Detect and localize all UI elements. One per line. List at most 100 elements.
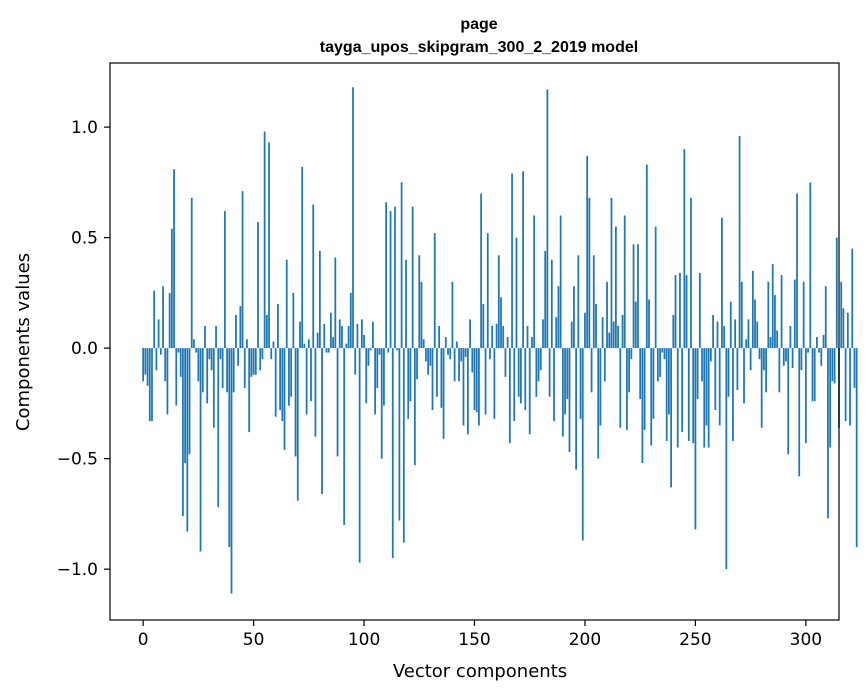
bar-98 bbox=[358, 348, 361, 563]
bar-305 bbox=[816, 337, 818, 349]
bar-1 bbox=[144, 348, 147, 375]
bar-23 bbox=[193, 339, 195, 349]
bar-6 bbox=[155, 348, 158, 371]
bar-240 bbox=[672, 314, 675, 349]
bar-258 bbox=[712, 314, 714, 349]
bar-15 bbox=[175, 348, 178, 406]
bar-316 bbox=[840, 281, 843, 349]
bar-17 bbox=[179, 348, 182, 377]
y-tick-label: 0.5 bbox=[71, 229, 98, 249]
bar-202 bbox=[588, 197, 591, 349]
bar-145 bbox=[462, 348, 465, 426]
x-axis-ticks: 0 50 100 150 200 250 300 bbox=[138, 620, 822, 650]
bar-137 bbox=[444, 337, 447, 349]
bar-192 bbox=[566, 348, 569, 399]
bar-158 bbox=[491, 326, 494, 349]
bar-97 bbox=[356, 323, 359, 349]
bar-292 bbox=[787, 348, 790, 455]
bar-184 bbox=[548, 348, 551, 397]
bar-262 bbox=[721, 217, 723, 349]
bar-123 bbox=[413, 348, 416, 466]
bar-278 bbox=[756, 321, 759, 349]
bar-221 bbox=[630, 348, 633, 360]
bar-205 bbox=[595, 303, 597, 349]
bar-57 bbox=[268, 142, 270, 349]
bar-236 bbox=[663, 348, 666, 360]
bar-200 bbox=[584, 312, 586, 349]
bar-100 bbox=[363, 334, 365, 349]
bar-282 bbox=[765, 348, 767, 393]
bar-139 bbox=[449, 348, 452, 360]
bar-33 bbox=[215, 326, 217, 349]
bar-199 bbox=[581, 348, 584, 541]
bar-244 bbox=[681, 348, 684, 433]
bar-18 bbox=[182, 348, 184, 517]
bar-174 bbox=[526, 326, 529, 349]
bar-213 bbox=[612, 321, 615, 349]
bar-140 bbox=[451, 281, 454, 349]
bar-70 bbox=[296, 348, 299, 501]
bar-237 bbox=[665, 348, 668, 441]
bar-227 bbox=[643, 348, 646, 430]
bar-142 bbox=[455, 341, 458, 349]
bar-138 bbox=[447, 348, 449, 355]
bar-103 bbox=[369, 348, 372, 351]
bar-185 bbox=[550, 259, 553, 349]
bar-35 bbox=[219, 348, 222, 360]
bar-263 bbox=[723, 326, 726, 349]
bar-176 bbox=[531, 337, 533, 349]
bar-112 bbox=[389, 211, 392, 349]
bar-76 bbox=[310, 348, 312, 402]
bar-129 bbox=[427, 348, 429, 375]
bar-169 bbox=[515, 237, 518, 349]
bar-84 bbox=[327, 348, 330, 353]
bar-48 bbox=[248, 348, 251, 433]
bar-317 bbox=[842, 308, 845, 349]
bar-307 bbox=[820, 348, 823, 366]
bar-252 bbox=[698, 272, 701, 349]
bar-77 bbox=[312, 204, 315, 349]
bar-92 bbox=[345, 343, 348, 349]
bar-121 bbox=[409, 348, 412, 402]
bar-25 bbox=[197, 348, 200, 382]
bar-79 bbox=[316, 332, 319, 349]
bar-241 bbox=[674, 275, 677, 349]
bar-108 bbox=[380, 348, 383, 459]
bar-41 bbox=[232, 348, 235, 393]
bar-297 bbox=[798, 348, 801, 477]
bar-245 bbox=[683, 149, 686, 349]
bar-250 bbox=[694, 348, 697, 530]
bar-132 bbox=[433, 233, 436, 349]
bar-128 bbox=[425, 348, 427, 362]
bar-71 bbox=[299, 321, 301, 349]
bar-107 bbox=[378, 348, 381, 355]
bar-298 bbox=[800, 348, 803, 371]
bar-289 bbox=[780, 275, 783, 349]
bar-87 bbox=[334, 257, 337, 349]
bar-164 bbox=[504, 348, 507, 377]
bar-272 bbox=[743, 348, 745, 404]
bar-171 bbox=[520, 348, 522, 404]
bar-285 bbox=[771, 264, 774, 349]
bar-133 bbox=[436, 348, 438, 397]
bar-238 bbox=[668, 348, 670, 415]
bar-257 bbox=[709, 348, 712, 362]
bar-182 bbox=[544, 250, 547, 349]
bar-224 bbox=[637, 244, 639, 349]
bar-36 bbox=[221, 348, 224, 388]
y-axis-ticks: −1.0 −0.5 0.0 0.5 1.0 bbox=[57, 118, 110, 580]
bar-287 bbox=[776, 330, 779, 349]
bar-274 bbox=[747, 319, 750, 349]
bar-80 bbox=[318, 250, 321, 349]
bar-99 bbox=[360, 319, 363, 349]
bar-206 bbox=[597, 348, 600, 459]
bar-93 bbox=[347, 326, 350, 349]
bar-68 bbox=[292, 292, 295, 349]
bar-16 bbox=[177, 348, 180, 353]
bar-273 bbox=[745, 339, 748, 349]
bar-268 bbox=[734, 319, 737, 349]
bar-86 bbox=[332, 337, 334, 349]
bar-288 bbox=[778, 348, 781, 393]
bar-122 bbox=[411, 206, 414, 349]
bar-104 bbox=[372, 321, 374, 349]
